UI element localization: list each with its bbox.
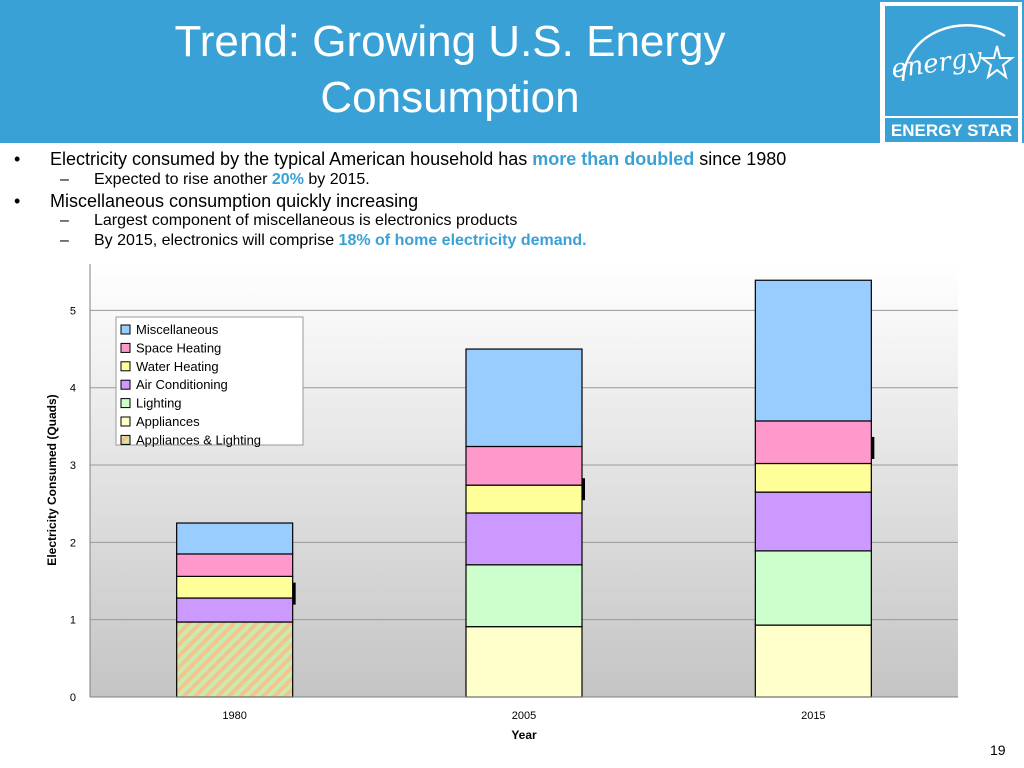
legend-label: Space Heating bbox=[136, 340, 221, 355]
legend-label: Appliances bbox=[136, 414, 200, 429]
bar-segment bbox=[465, 484, 583, 514]
bullet-1a: – Expected to rise another 20% by 2015. bbox=[60, 170, 370, 190]
slide-title: Trend: Growing U.S. Energy Consumption bbox=[40, 14, 860, 126]
bar-segment bbox=[176, 597, 294, 623]
legend-swatch bbox=[120, 398, 131, 409]
slide-number: 19 bbox=[990, 742, 1006, 758]
sub-bullet-mark: – bbox=[60, 212, 69, 229]
y-tick-label: 0 bbox=[70, 692, 76, 704]
sub-bullet-mark: – bbox=[60, 171, 69, 188]
bullet-2b: – By 2015, electronics will comprise 18% … bbox=[60, 231, 587, 251]
bullet-2a: – Largest component of miscellaneous is e… bbox=[60, 211, 517, 231]
chart-container: 0 1 2 3 4 5 1980 2005 2015 Electricity Consumed … bbox=[0, 255, 1024, 755]
bullet-mark: • bbox=[14, 191, 21, 211]
bullet-2-text: Miscellaneous consumption quickly increa… bbox=[50, 191, 419, 211]
legend-label: Air Conditioning bbox=[136, 377, 228, 392]
legend-label: Lighting bbox=[136, 396, 182, 411]
y-tick-label: 2 bbox=[70, 537, 76, 549]
logo-arc-icon bbox=[901, 24, 1015, 82]
bullet-1a-highlight: 20% bbox=[271, 171, 304, 188]
bar-segment bbox=[754, 624, 872, 698]
legend-box bbox=[115, 316, 304, 446]
legend-swatch bbox=[120, 324, 131, 335]
energy-star-logo: energy ENERGY STAR bbox=[880, 2, 1022, 144]
bar-segment bbox=[465, 348, 583, 448]
bar-segment bbox=[754, 462, 872, 493]
bullet-1-text-end: since 1980 bbox=[694, 149, 787, 169]
bar-segment bbox=[754, 491, 872, 552]
legend-swatch bbox=[120, 416, 131, 427]
bar-segment bbox=[176, 575, 294, 599]
title-banner: Trend: Growing U.S. Energy Consumption e… bbox=[0, 0, 1024, 144]
bar-segment bbox=[176, 522, 294, 555]
bullet-1-text: Electricity consumed by the typical Amer… bbox=[50, 149, 533, 169]
stacked-bar-chart: 0 1 2 3 4 5 1980 2005 2015 Electricity Consumed … bbox=[45, 264, 958, 742]
bullet-1: • Electricity consumed by the typical Ame… bbox=[14, 148, 786, 170]
bar-segment bbox=[754, 550, 872, 626]
legend-label: Water Heating bbox=[136, 359, 219, 374]
legend-label: Appliances & Lighting bbox=[136, 432, 261, 447]
logo-panel: energy ENERGY STAR bbox=[885, 6, 1018, 142]
bullet-2: • Miscellaneous consumption quickly incre… bbox=[14, 190, 418, 212]
x-tick-label: 1980 bbox=[222, 710, 246, 722]
bar-segment bbox=[465, 512, 583, 566]
bar-segment bbox=[465, 445, 583, 486]
slide-title-line1: Trend: Growing U.S. Energy bbox=[174, 17, 726, 66]
legend-swatch bbox=[120, 379, 131, 390]
legend-swatch bbox=[120, 342, 131, 353]
bullet-1-highlight: more than doubled bbox=[532, 149, 695, 169]
bar-marker bbox=[871, 436, 875, 459]
slide-title-line2: Consumption bbox=[320, 73, 580, 122]
legend-label: Miscellaneous bbox=[136, 322, 219, 337]
y-tick-label: 3 bbox=[70, 460, 76, 472]
x-tick-label: 2015 bbox=[801, 710, 825, 722]
y-tick-label: 4 bbox=[70, 383, 76, 395]
y-axis-label: Electricity Consumed (Quads) bbox=[45, 394, 59, 565]
y-tick-label: 1 bbox=[70, 615, 76, 627]
bar-marker bbox=[292, 582, 296, 605]
bar-segment bbox=[176, 553, 294, 577]
bar-marker bbox=[582, 478, 585, 501]
sub-bullet-mark: – bbox=[60, 232, 69, 249]
legend-swatch bbox=[120, 361, 131, 372]
chart-legend: Miscellaneous Space Heating Water Heating A… bbox=[115, 316, 304, 447]
x-tick-label: 2005 bbox=[512, 710, 536, 722]
y-tick-label: 5 bbox=[70, 305, 76, 317]
bullet-2b-text: By 2015, electronics will comprise bbox=[94, 232, 339, 249]
bullet-mark: • bbox=[14, 149, 21, 169]
bullet-1a-text: Expected to rise another bbox=[94, 171, 272, 188]
bullet-2b-highlight: 18% of home electricity demand. bbox=[338, 232, 587, 249]
bullet-1a-text-end: by 2015. bbox=[303, 171, 370, 188]
bar-segment bbox=[176, 621, 294, 698]
bar-segment bbox=[465, 564, 583, 628]
bar-segment bbox=[754, 279, 872, 422]
bar-segment bbox=[465, 626, 583, 698]
x-axis-label: Year bbox=[511, 728, 537, 742]
bar-segment bbox=[754, 420, 872, 465]
logo-label: ENERGY STAR bbox=[885, 116, 1018, 144]
legend-swatch bbox=[120, 434, 131, 445]
bullet-2a-text: Largest component of miscellaneous is el… bbox=[94, 212, 518, 229]
